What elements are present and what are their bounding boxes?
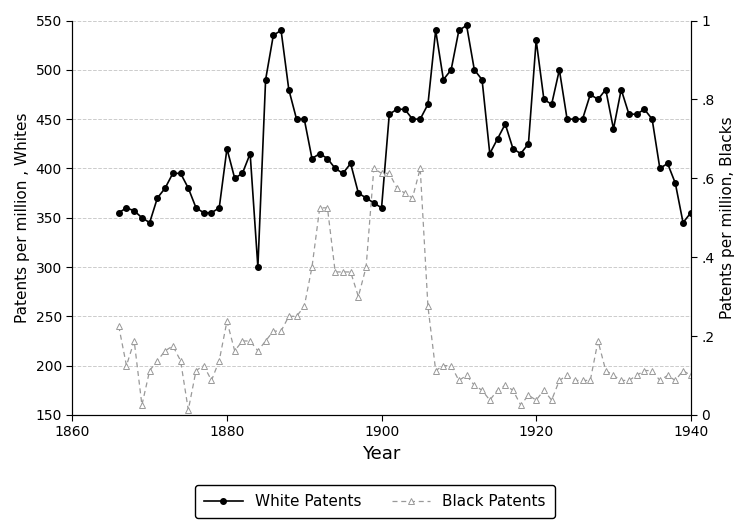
White Patents bbox=[254, 264, 262, 270]
Black Patents bbox=[602, 367, 610, 374]
Line: White Patents: White Patents bbox=[116, 23, 694, 270]
Black Patents bbox=[369, 165, 378, 172]
Black Patents bbox=[160, 348, 170, 354]
Line: Black Patents: Black Patents bbox=[116, 166, 694, 413]
Black Patents bbox=[686, 372, 695, 379]
Black Patents bbox=[586, 377, 595, 383]
Black Patents bbox=[562, 372, 572, 379]
Black Patents bbox=[640, 367, 649, 374]
Black Patents bbox=[114, 323, 123, 329]
White Patents bbox=[578, 116, 587, 122]
White Patents bbox=[160, 185, 170, 191]
White Patents bbox=[640, 106, 649, 113]
Black Patents bbox=[184, 407, 193, 413]
X-axis label: Year: Year bbox=[362, 445, 401, 463]
White Patents bbox=[586, 91, 595, 98]
Y-axis label: Patents per million , Whites: Patents per million , Whites bbox=[15, 113, 30, 323]
Black Patents bbox=[578, 377, 587, 383]
White Patents bbox=[602, 87, 610, 93]
White Patents bbox=[114, 210, 123, 216]
White Patents bbox=[562, 116, 572, 122]
White Patents bbox=[462, 22, 471, 29]
White Patents bbox=[686, 210, 695, 216]
Legend: White Patents, Black Patents: White Patents, Black Patents bbox=[195, 485, 555, 518]
Y-axis label: Patents per million, Blacks: Patents per million, Blacks bbox=[720, 116, 735, 319]
